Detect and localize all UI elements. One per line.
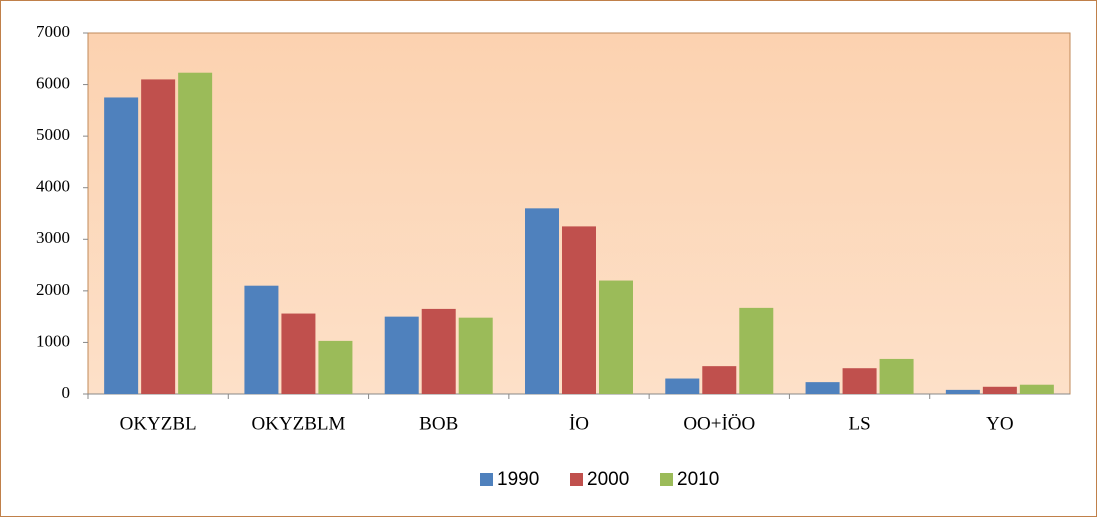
bar bbox=[702, 366, 737, 394]
y-tick-label: 0 bbox=[62, 383, 71, 402]
bar bbox=[945, 389, 980, 394]
bar bbox=[525, 208, 559, 394]
x-tick-label: LS bbox=[848, 413, 870, 434]
x-tick-label: OO+İÖO bbox=[683, 413, 755, 434]
x-tick-label: BOB bbox=[419, 413, 458, 434]
bar bbox=[421, 308, 456, 394]
bar bbox=[805, 382, 840, 394]
bar bbox=[178, 72, 213, 395]
bar bbox=[281, 313, 316, 394]
bar bbox=[665, 378, 700, 394]
x-tick-label: OKYZBL bbox=[120, 413, 197, 434]
y-tick-label: 2000 bbox=[36, 280, 70, 299]
y-tick-label: 6000 bbox=[36, 73, 70, 92]
bar bbox=[384, 316, 419, 394]
legend-swatch bbox=[570, 473, 583, 486]
bar bbox=[562, 226, 596, 394]
legend-label: 2000 bbox=[587, 469, 629, 490]
bar bbox=[104, 97, 139, 394]
y-tick-label: 4000 bbox=[36, 177, 70, 196]
bar bbox=[458, 317, 493, 394]
x-tick-label: OKYZBLM bbox=[251, 413, 345, 434]
bar bbox=[599, 280, 633, 394]
y-tick-label: 3000 bbox=[36, 228, 70, 247]
bar bbox=[982, 386, 1017, 394]
legend-label: 2010 bbox=[677, 469, 719, 490]
y-tick-label: 5000 bbox=[36, 125, 70, 144]
bar bbox=[244, 285, 279, 394]
bar bbox=[141, 79, 176, 395]
x-tick-label: YO bbox=[986, 413, 1013, 434]
bar bbox=[842, 368, 877, 394]
bar bbox=[1019, 384, 1054, 394]
x-tick-label: İO bbox=[569, 413, 589, 434]
y-tick-label: 1000 bbox=[36, 331, 70, 350]
bar bbox=[879, 358, 914, 394]
legend-swatch bbox=[480, 473, 493, 486]
legend-label: 1990 bbox=[497, 469, 539, 490]
legend-swatch bbox=[660, 473, 673, 486]
bar bbox=[318, 340, 353, 394]
y-tick-label: 7000 bbox=[36, 22, 70, 41]
bar bbox=[739, 307, 774, 394]
